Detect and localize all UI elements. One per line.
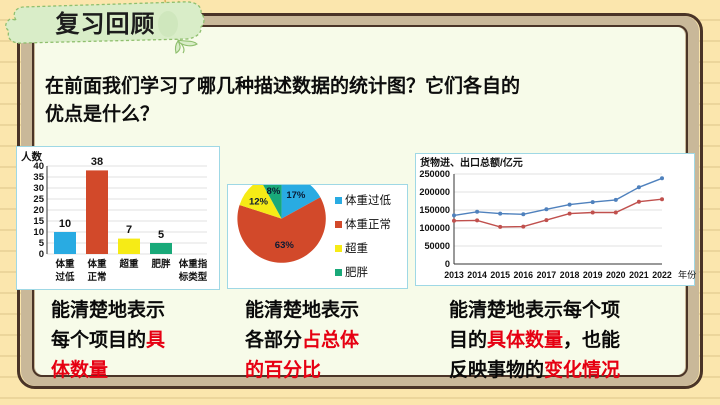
svg-text:150000: 150000 xyxy=(419,205,450,215)
svg-text:超重: 超重 xyxy=(118,258,139,270)
svg-text:40: 40 xyxy=(33,161,44,172)
svg-text:0: 0 xyxy=(445,259,450,269)
svg-text:15: 15 xyxy=(33,216,44,227)
svg-text:2022: 2022 xyxy=(652,270,672,280)
svg-text:5: 5 xyxy=(158,229,164,241)
svg-text:2019: 2019 xyxy=(583,270,603,280)
svg-text:2021: 2021 xyxy=(629,270,649,280)
svg-text:肥胖: 肥胖 xyxy=(345,266,368,279)
svg-text:10: 10 xyxy=(59,218,71,230)
svg-text:50000: 50000 xyxy=(424,241,450,251)
svg-text:0: 0 xyxy=(39,249,44,260)
svg-text:2020: 2020 xyxy=(606,270,626,280)
svg-text:2018: 2018 xyxy=(560,270,580,280)
svg-text:超重: 超重 xyxy=(345,241,368,255)
svg-text:100000: 100000 xyxy=(419,223,450,233)
svg-text:25: 25 xyxy=(33,194,44,205)
svg-text:体重指: 体重指 xyxy=(179,258,208,270)
svg-text:12%: 12% xyxy=(249,196,269,207)
svg-text:250000: 250000 xyxy=(419,169,450,179)
svg-text:过低: 过低 xyxy=(55,271,75,283)
svg-text:标类型: 标类型 xyxy=(178,271,208,283)
svg-text:2015: 2015 xyxy=(490,270,510,280)
svg-text:正常: 正常 xyxy=(87,271,106,283)
svg-text:2013: 2013 xyxy=(444,270,464,280)
svg-text:200000: 200000 xyxy=(419,187,450,197)
svg-text:2016: 2016 xyxy=(514,270,534,280)
svg-text:5: 5 xyxy=(39,238,45,249)
svg-text:7: 7 xyxy=(126,224,132,236)
svg-text:2014: 2014 xyxy=(467,270,487,280)
svg-text:8%: 8% xyxy=(267,186,281,197)
svg-text:体重过低: 体重过低 xyxy=(345,193,391,207)
svg-text:30: 30 xyxy=(33,183,44,194)
svg-text:年份: 年份 xyxy=(678,269,696,280)
svg-text:体重正常: 体重正常 xyxy=(345,217,391,231)
svg-text:63%: 63% xyxy=(275,240,295,251)
svg-text:20: 20 xyxy=(33,205,44,216)
svg-text:肥胖: 肥胖 xyxy=(151,258,171,270)
svg-text:10: 10 xyxy=(33,227,44,238)
svg-text:体重: 体重 xyxy=(55,258,75,270)
svg-text:体重: 体重 xyxy=(87,258,107,270)
svg-text:35: 35 xyxy=(33,172,44,183)
svg-text:38: 38 xyxy=(91,156,103,168)
svg-text:2017: 2017 xyxy=(537,270,557,280)
svg-text:货物进、出口总额/亿元: 货物进、出口总额/亿元 xyxy=(420,156,523,169)
svg-text:17%: 17% xyxy=(286,190,306,201)
